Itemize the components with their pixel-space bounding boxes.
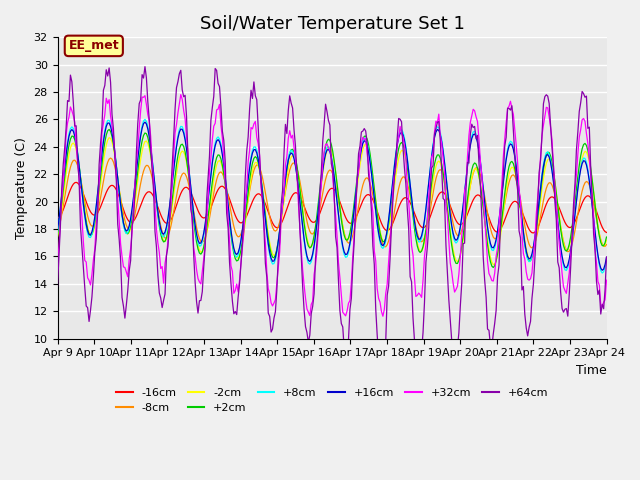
- -2cm: [447, 227, 454, 233]
- +8cm: [141, 117, 149, 122]
- Legend: -16cm, -8cm, -2cm, +2cm, +8cm, +16cm, +32cm, +64cm: -16cm, -8cm, -2cm, +2cm, +8cm, +16cm, +3…: [111, 383, 552, 418]
- +32cm: [90, 257, 97, 263]
- +64cm: [90, 274, 97, 279]
- X-axis label: Time: Time: [576, 364, 607, 377]
- -16cm: [447, 203, 454, 209]
- +32cm: [448, 269, 456, 275]
- +32cm: [379, 313, 387, 319]
- -16cm: [54, 215, 61, 221]
- -8cm: [601, 243, 609, 249]
- +16cm: [447, 212, 454, 218]
- +64cm: [72, 123, 80, 129]
- -8cm: [603, 242, 611, 248]
- Line: -2cm: -2cm: [58, 138, 607, 264]
- +2cm: [106, 127, 113, 132]
- +2cm: [447, 231, 454, 237]
- Title: Soil/Water Temperature Set 1: Soil/Water Temperature Set 1: [200, 15, 465, 33]
- +2cm: [603, 234, 611, 240]
- +64cm: [448, 337, 456, 343]
- -2cm: [90, 229, 97, 235]
- -2cm: [54, 234, 61, 240]
- -16cm: [601, 229, 609, 235]
- -8cm: [528, 245, 536, 251]
- -8cm: [54, 228, 61, 233]
- -8cm: [337, 216, 345, 221]
- -2cm: [603, 238, 611, 243]
- -16cm: [529, 230, 537, 236]
- +16cm: [141, 119, 149, 125]
- +2cm: [54, 232, 61, 238]
- +16cm: [528, 251, 536, 257]
- +8cm: [337, 237, 345, 242]
- -2cm: [106, 135, 113, 141]
- +64cm: [603, 254, 611, 260]
- -2cm: [490, 262, 497, 267]
- -16cm: [74, 180, 81, 186]
- +32cm: [529, 252, 537, 258]
- -2cm: [601, 242, 609, 248]
- +8cm: [601, 264, 609, 270]
- -16cm: [603, 229, 611, 235]
- +32cm: [177, 92, 184, 97]
- +2cm: [490, 264, 497, 270]
- -16cm: [91, 212, 99, 218]
- Line: +16cm: +16cm: [58, 122, 607, 270]
- -8cm: [564, 249, 572, 254]
- +8cm: [54, 229, 61, 235]
- +32cm: [601, 297, 609, 303]
- Line: +2cm: +2cm: [58, 130, 607, 267]
- +16cm: [72, 141, 80, 146]
- +2cm: [601, 240, 609, 246]
- +32cm: [54, 259, 61, 264]
- -2cm: [529, 250, 537, 255]
- Line: -16cm: -16cm: [58, 182, 607, 233]
- -16cm: [337, 203, 345, 209]
- -8cm: [72, 159, 80, 165]
- +32cm: [72, 143, 80, 148]
- Line: +64cm: +64cm: [58, 67, 607, 371]
- +8cm: [528, 253, 536, 259]
- +8cm: [90, 225, 97, 231]
- Line: -8cm: -8cm: [58, 158, 607, 252]
- +64cm: [413, 368, 421, 373]
- +2cm: [337, 216, 345, 222]
- Text: EE_met: EE_met: [68, 39, 119, 52]
- +16cm: [598, 267, 606, 273]
- +16cm: [601, 262, 609, 267]
- +64cm: [54, 283, 61, 289]
- -8cm: [107, 155, 115, 161]
- +16cm: [54, 227, 61, 233]
- +2cm: [529, 248, 537, 253]
- Line: +8cm: +8cm: [58, 120, 607, 273]
- +2cm: [90, 227, 97, 232]
- -8cm: [447, 205, 454, 211]
- +8cm: [598, 270, 606, 276]
- -16cm: [528, 230, 536, 236]
- Y-axis label: Temperature (C): Temperature (C): [15, 137, 28, 239]
- +64cm: [337, 321, 345, 326]
- +8cm: [603, 256, 611, 262]
- +64cm: [601, 287, 609, 292]
- +64cm: [141, 64, 149, 70]
- +8cm: [447, 214, 454, 219]
- -16cm: [72, 180, 80, 185]
- +16cm: [603, 254, 611, 260]
- +16cm: [90, 223, 97, 228]
- +2cm: [72, 143, 80, 148]
- -2cm: [72, 147, 80, 153]
- -8cm: [90, 223, 97, 228]
- +16cm: [337, 235, 345, 240]
- -2cm: [337, 214, 345, 220]
- Line: +32cm: +32cm: [58, 95, 607, 316]
- +32cm: [603, 277, 611, 283]
- +64cm: [529, 281, 537, 287]
- +8cm: [72, 139, 80, 144]
- +32cm: [337, 292, 345, 298]
